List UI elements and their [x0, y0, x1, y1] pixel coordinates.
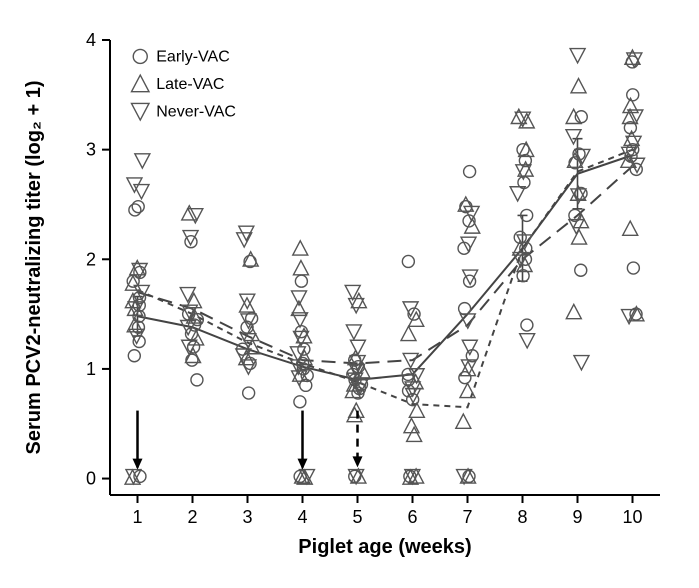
x-tick-label: 1: [132, 507, 142, 527]
y-tick-label: 1: [86, 359, 96, 379]
chart-svg: 1 2 3 4 5 6 7 8 9 10 0 1 2 3 4 Piglet age (weeks) Serum …: [0, 0, 699, 588]
x-tick-label: 6: [407, 507, 417, 527]
x-tick-label: 4: [297, 507, 307, 527]
y-tick-label: 4: [86, 30, 96, 50]
chart-container: 1 2 3 4 5 6 7 8 9 10 0 1 2 3 4 Piglet age (weeks) Serum …: [0, 0, 699, 588]
x-tick-label: 2: [187, 507, 197, 527]
legend-label: Early-VAC: [156, 48, 230, 65]
y-axis-label: Serum PCV2-neutralizing titer (log₂ + 1): [23, 81, 45, 455]
legend-label: Late-VAC: [156, 76, 224, 93]
x-tick-label: 5: [352, 507, 362, 527]
x-tick-label: 7: [462, 507, 472, 527]
legend-label: Never-VAC: [156, 103, 236, 120]
x-tick-label: 3: [242, 507, 252, 527]
y-tick-label: 3: [86, 140, 96, 160]
y-tick-label: 0: [86, 469, 96, 489]
x-tick-label: 8: [517, 507, 527, 527]
x-axis-label: Piglet age (weeks): [298, 536, 471, 558]
y-tick-label: 2: [86, 249, 96, 269]
x-tick-label: 10: [622, 507, 642, 527]
x-tick-label: 9: [572, 507, 582, 527]
